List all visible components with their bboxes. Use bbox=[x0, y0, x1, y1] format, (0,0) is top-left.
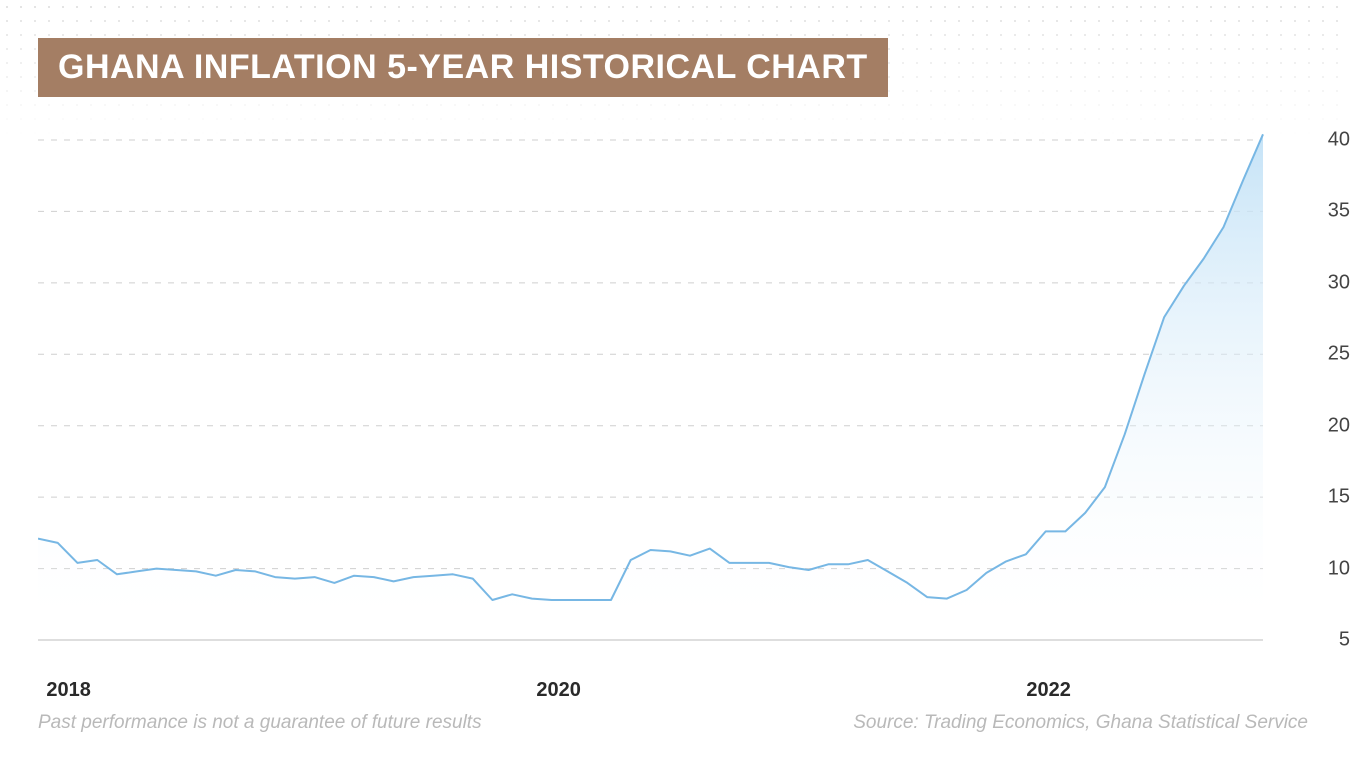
y-tick-label: 40 bbox=[1328, 129, 1350, 152]
y-tick-label: 15 bbox=[1328, 486, 1350, 509]
chart-title: GHANA INFLATION 5-YEAR HISTORICAL CHART bbox=[38, 38, 888, 97]
chart-area: 510152025303540 201820202022 bbox=[38, 130, 1308, 670]
y-tick-label: 10 bbox=[1328, 557, 1350, 580]
source-text: Source: Trading Economics, Ghana Statist… bbox=[853, 712, 1308, 734]
y-tick-label: 25 bbox=[1328, 343, 1350, 366]
disclaimer-text: Past performance is not a guarantee of f… bbox=[38, 712, 482, 734]
y-tick-label: 20 bbox=[1328, 414, 1350, 437]
inflation-area-chart bbox=[38, 130, 1308, 670]
x-tick-label: 2018 bbox=[46, 679, 91, 702]
x-tick-label: 2020 bbox=[536, 679, 581, 702]
x-tick-label: 2022 bbox=[1026, 679, 1071, 702]
y-tick-label: 35 bbox=[1328, 200, 1350, 223]
y-tick-label: 5 bbox=[1339, 629, 1350, 652]
y-tick-label: 30 bbox=[1328, 271, 1350, 294]
